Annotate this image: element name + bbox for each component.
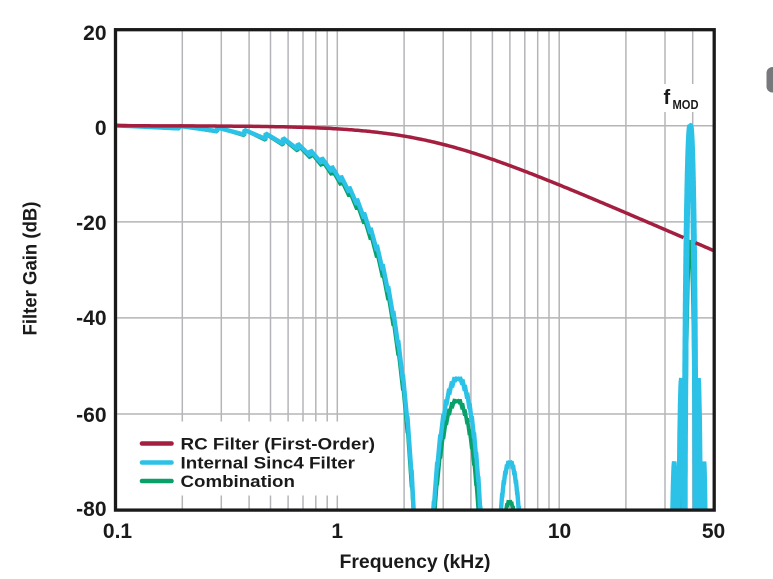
svg-text:f: f xyxy=(664,87,671,109)
svg-text:1: 1 xyxy=(331,520,343,543)
svg-text:10: 10 xyxy=(548,520,571,543)
svg-text:RC Filter (First-Order): RC Filter (First-Order) xyxy=(181,435,376,454)
svg-text:-60: -60 xyxy=(76,404,106,427)
svg-text:0: 0 xyxy=(95,117,107,140)
svg-text:50: 50 xyxy=(702,520,725,543)
svg-text:-80: -80 xyxy=(76,498,106,521)
svg-text:-40: -40 xyxy=(76,307,106,330)
svg-text:0.1: 0.1 xyxy=(103,520,133,543)
svg-text:Combination: Combination xyxy=(181,472,295,491)
svg-text:Frequency (kHz): Frequency (kHz) xyxy=(340,551,491,573)
svg-text:Internal Sinc4 Filter: Internal Sinc4 Filter xyxy=(181,454,356,473)
svg-text:MOD: MOD xyxy=(673,97,699,112)
svg-text:-20: -20 xyxy=(76,212,106,235)
svg-text:Filter Gain (dB): Filter Gain (dB) xyxy=(20,202,42,336)
svg-text:20: 20 xyxy=(83,22,106,45)
